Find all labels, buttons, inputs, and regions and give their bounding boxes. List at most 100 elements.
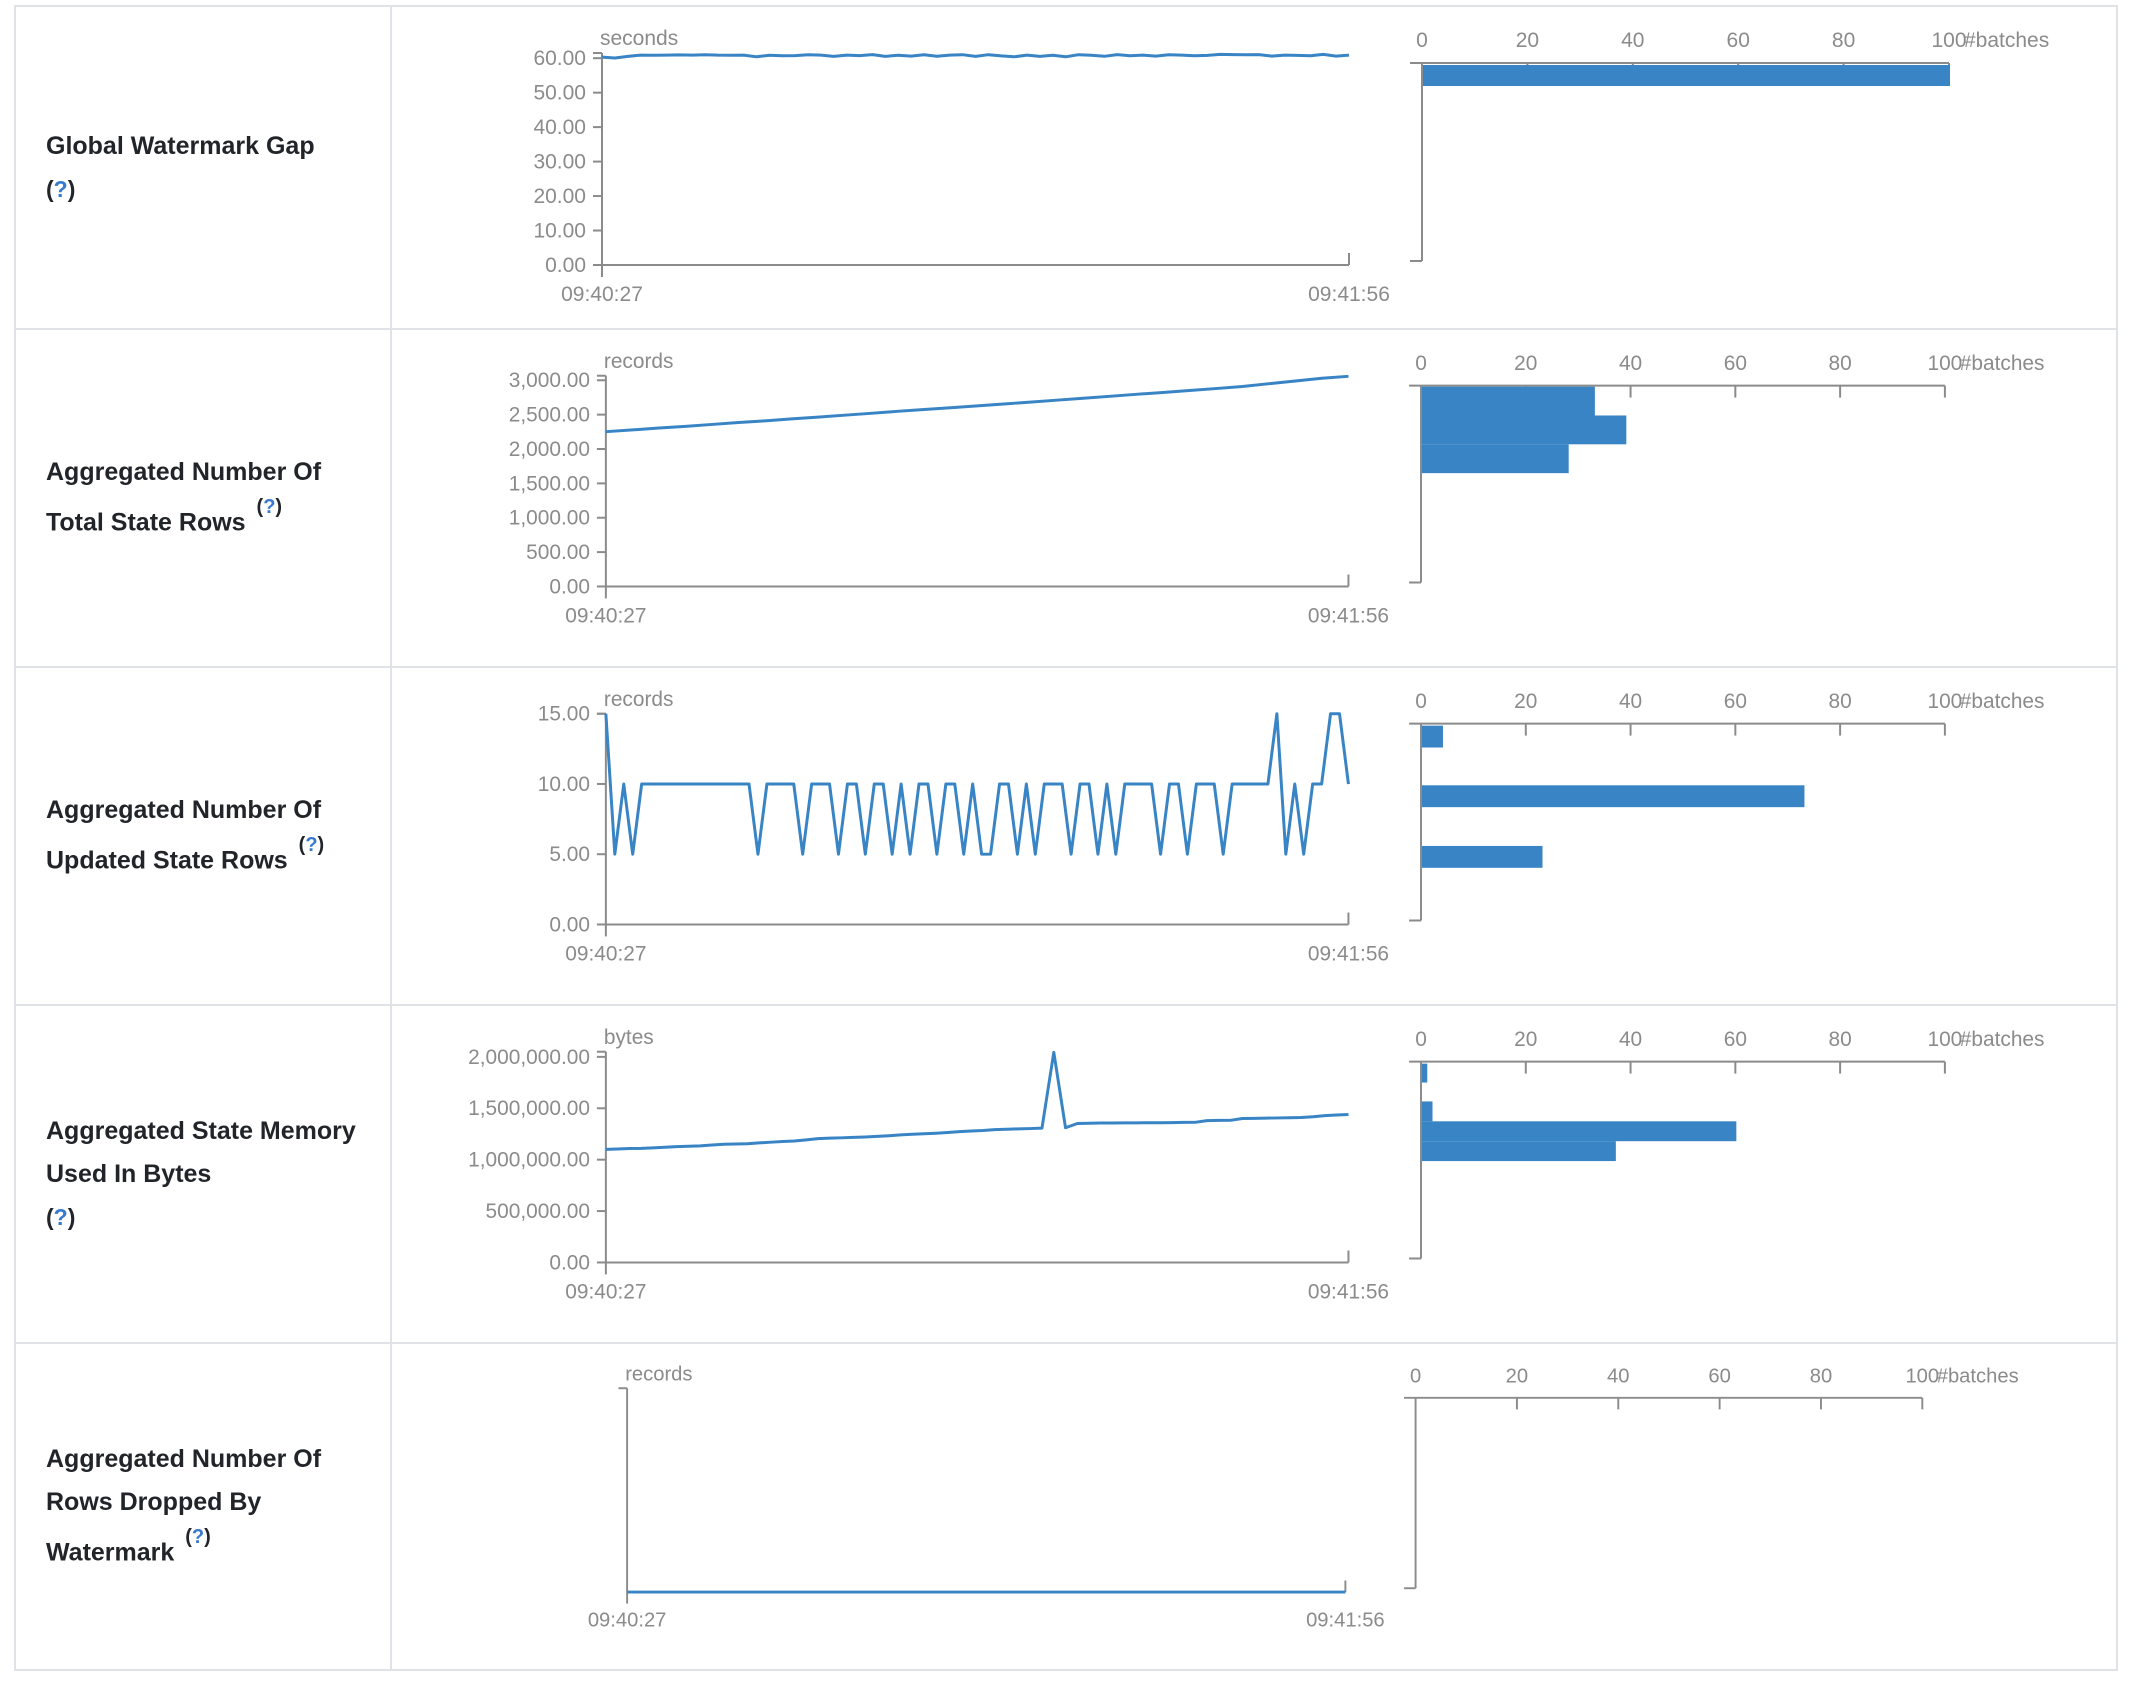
histogram-xtick-label: 0 (1415, 1028, 1427, 1051)
timeline-and-histogram-chart: records 15.00 10.00 5.00 0.00 09:40:27 09:41:5… (538, 688, 2045, 965)
timeline-end-time-label: 09:41:56 (1308, 942, 1389, 965)
histogram-xtick-label: 40 (1619, 352, 1642, 375)
histogram-xtick-label: 0 (1416, 29, 1428, 52)
histogram-xtick-label: 80 (1829, 1028, 1852, 1051)
charts-cell: records 09:40:27 09:41:56 0 20 40 60 80 100 #batc… (392, 1344, 2118, 1669)
timeline-ytick-label: 1,500,000.00 (468, 1097, 590, 1120)
histogram-xtick-label: 20 (1514, 352, 1537, 375)
timeline-end-time-label: 09:41:56 (1308, 604, 1389, 627)
metric-name: Aggregated Number Of Updated State Rows (46, 796, 322, 875)
timeline-ytick-label: 2,000,000.00 (468, 1046, 590, 1069)
histogram-xtick-label: 80 (1829, 690, 1852, 713)
timeline-ytick-label: 2,000.00 (509, 438, 590, 461)
timeline-unit-label: records (604, 350, 674, 373)
histogram-xtick-label: 100 (1931, 29, 1966, 52)
timeline-ytick-label: 1,000,000.00 (468, 1149, 590, 1172)
metric-label: Aggregated Number Of Rows Dropped By Wat… (46, 1438, 364, 1574)
histogram-xtick-label: 60 (1708, 1365, 1730, 1387)
timeline-ytick-label: 40.00 (533, 116, 586, 139)
timeline-ytick-label: 10.00 (538, 773, 590, 796)
question-mark-icon: ? (53, 1203, 68, 1230)
timeline-unit-label: records (625, 1364, 692, 1386)
metric-label-cell: Aggregated State Memory Used In Bytes (?… (16, 1006, 392, 1342)
histogram-xtick-label: 40 (1607, 1365, 1629, 1387)
histogram-xtick-label: 100 (1927, 352, 1962, 375)
histogram-xtick-label: 20 (1516, 29, 1539, 52)
histogram-xtick-label: 40 (1621, 29, 1644, 52)
timeline-ytick-label: 0.00 (549, 913, 590, 936)
histogram-xtick-label: 40 (1619, 1028, 1642, 1051)
help-link[interactable]: (?) (298, 834, 325, 857)
histogram-xtick-label: 80 (1810, 1365, 1832, 1387)
histogram-bar (1422, 1101, 1433, 1122)
histogram-bar (1422, 444, 1569, 474)
metric-row-global-watermark-gap: Global Watermark Gap (?) seconds 60.00 50.… (16, 7, 2116, 328)
histogram-unit-label: #batches (1937, 1365, 2019, 1387)
help-link[interactable]: (?) (256, 496, 283, 519)
histogram-xtick-label: 80 (1829, 352, 1852, 375)
metric-label: Aggregated Number Of Updated State Rows … (46, 789, 364, 882)
timeline-start-time-label: 09:40:27 (565, 942, 646, 965)
histogram-xtick-label: 20 (1514, 1028, 1537, 1051)
timeline-ytick-label: 50.00 (533, 82, 586, 105)
timeline-ytick-label: 1,000.00 (509, 507, 590, 530)
histogram-bar (1422, 1121, 1737, 1142)
histogram-xtick-label: 100 (1905, 1365, 1939, 1387)
histogram-bar (1422, 785, 1805, 808)
metric-label: Aggregated State Memory Used In Bytes (?… (46, 1110, 364, 1239)
histogram-xtick-label: 80 (1832, 29, 1855, 52)
timeline-ytick-label: 0.00 (545, 254, 586, 277)
histogram-xtick-label: 60 (1724, 690, 1747, 713)
timeline-data-line (605, 1050, 1349, 1151)
question-mark-icon: ? (191, 1526, 205, 1549)
histogram-unit-label: #batches (1964, 29, 2049, 52)
charts-cell: records 15.00 10.00 5.00 0.00 09:40:27 09:41:5… (392, 668, 2118, 1004)
histogram-unit-label: #batches (1960, 1028, 2045, 1051)
histogram-xtick-label: 60 (1724, 352, 1747, 375)
histogram-bar (1422, 725, 1443, 748)
timeline-data-line (605, 374, 1349, 434)
timeline-data-line (601, 52, 1350, 60)
timeline-ytick-label: 500.00 (526, 541, 590, 564)
timeline-ytick-label: 500,000.00 (486, 1200, 590, 1223)
timeline-and-histogram-chart: bytes 2,000,000.00 1,500,000.00 1,000,000.0… (468, 1026, 2045, 1303)
timeline-start-time-label: 09:40:27 (565, 1280, 646, 1303)
timeline-and-histogram-chart: records 09:40:27 09:41:56 0 20 40 60 80 100#batc… (588, 1364, 2019, 1632)
question-mark-icon: ? (263, 496, 276, 519)
metric-label-cell: Global Watermark Gap (?) (16, 7, 392, 328)
metric-row-total-state-rows: Aggregated Number Of Total State Rows (?… (16, 328, 2116, 666)
histogram-xtick-label: 100 (1927, 1028, 1962, 1051)
timeline-end-time-label: 09:41:56 (1308, 1280, 1389, 1303)
histogram-bar (1422, 415, 1627, 445)
histogram-xtick-label: 60 (1727, 29, 1750, 52)
charts-cell: seconds 60.00 50.00 40.00 30.00 20.00 10.00 0.0… (392, 7, 2118, 328)
timeline-end-time-label: 09:41:56 (1306, 1610, 1385, 1632)
timeline-end-time-label: 09:41:56 (1308, 283, 1390, 306)
metric-label-cell: Aggregated Number Of Total State Rows (?… (16, 330, 392, 666)
timeline-unit-label: seconds (600, 27, 678, 50)
histogram-xtick-label: 40 (1619, 690, 1642, 713)
histogram-bar (1422, 845, 1543, 868)
streaming-statistics-table: Global Watermark Gap (?) seconds 60.00 50.… (14, 5, 2118, 1671)
histogram-bar (1423, 65, 1950, 86)
timeline-ytick-label: 10.00 (533, 220, 586, 243)
question-mark-icon: ? (53, 175, 68, 202)
timeline-unit-label: records (604, 688, 674, 711)
timeline-unit-label: bytes (604, 1026, 654, 1049)
histogram-xtick-label: 60 (1724, 1028, 1747, 1051)
help-link[interactable]: (?) (185, 1526, 211, 1549)
histogram-bar (1422, 1141, 1616, 1162)
metric-row-rows-dropped-by-watermark: Aggregated Number Of Rows Dropped By Wat… (16, 1342, 2116, 1669)
histogram-unit-label: #batches (1960, 690, 2045, 713)
timeline-start-time-label: 09:40:27 (565, 604, 646, 627)
metric-label: Global Watermark Gap (?) (46, 125, 315, 211)
charts-cell: records 3,000.00 2,500.00 2,000.00 1,500.00 1… (392, 330, 2118, 666)
help-link[interactable]: (?) (46, 1203, 76, 1230)
timeline-data-line (604, 712, 1350, 856)
charts-cell: bytes 2,000,000.00 1,500,000.00 1,000,000.0… (392, 1006, 2118, 1342)
histogram-xtick-label: 0 (1415, 352, 1427, 375)
metric-row-updated-state-rows: Aggregated Number Of Updated State Rows … (16, 666, 2116, 1004)
help-link[interactable]: (?) (46, 175, 76, 202)
histogram-xtick-label: 100 (1927, 690, 1962, 713)
timeline-ytick-label: 0.00 (549, 575, 590, 598)
